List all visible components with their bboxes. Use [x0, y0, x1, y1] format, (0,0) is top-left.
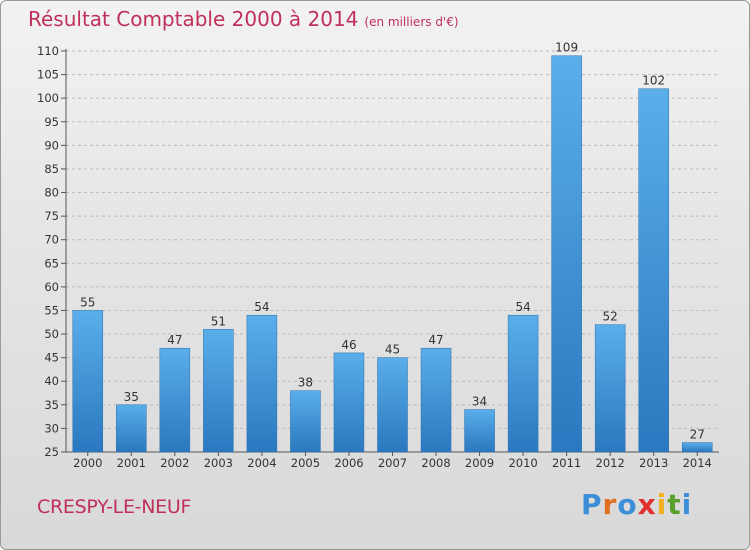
x-tick-label: 2014: [683, 456, 712, 470]
x-tick-label: 2005: [291, 456, 320, 470]
bar: [333, 352, 365, 453]
data-label: 34: [472, 395, 487, 409]
x-tick-label: 2006: [334, 456, 363, 470]
bar: [420, 347, 452, 453]
data-label: 47: [428, 333, 443, 347]
data-label: 102: [642, 74, 665, 88]
y-tick-label: 55: [44, 303, 59, 317]
y-tick-label: 85: [44, 162, 59, 176]
bar: [159, 347, 191, 453]
logo-letter: P: [581, 488, 603, 521]
data-label: 46: [341, 338, 356, 352]
data-label: 45: [385, 343, 400, 357]
chart-unit: (en milliers d'€): [364, 15, 459, 29]
x-tick-label: 2013: [639, 456, 668, 470]
bar: [116, 404, 147, 453]
commune-name: CRESPY-LE-NEUF: [37, 496, 192, 518]
data-label: 35: [124, 390, 139, 404]
data-label: 52: [603, 310, 618, 324]
x-tick-label: 2007: [378, 456, 407, 470]
y-tick-label: 25: [44, 445, 59, 459]
data-label: 27: [690, 428, 705, 442]
bar: [594, 324, 626, 453]
data-label: 54: [515, 300, 530, 314]
y-tick-label: 45: [44, 351, 59, 365]
data-label: 51: [211, 314, 226, 328]
logo-letter: o: [617, 488, 638, 521]
bar: [377, 357, 408, 453]
logo-letter: i: [681, 488, 693, 521]
x-tick-label: 2012: [596, 456, 625, 470]
data-label: 109: [555, 41, 578, 55]
data-label: 54: [254, 300, 269, 314]
x-tick-label: 2009: [465, 456, 494, 470]
data-label: 47: [167, 333, 182, 347]
x-tick-label: 2003: [204, 456, 233, 470]
bar: [638, 88, 669, 453]
y-tick-label: 65: [44, 256, 59, 270]
bar: [551, 55, 582, 453]
bar: [290, 390, 321, 453]
bar: [507, 314, 539, 453]
logo-letter: r: [602, 488, 618, 521]
bar: [681, 442, 713, 453]
y-tick-label: 75: [44, 209, 59, 223]
data-label: 55: [80, 295, 95, 309]
logo-letter: t: [667, 488, 682, 521]
y-tick-label: 30: [44, 421, 59, 435]
bar: [72, 310, 104, 453]
bar: [464, 409, 495, 453]
x-tick-label: 2010: [508, 456, 537, 470]
y-tick-label: 60: [44, 280, 59, 294]
y-tick-label: 105: [37, 68, 59, 82]
data-label: 38: [298, 376, 313, 390]
x-tick-label: 2011: [552, 456, 581, 470]
bar: [246, 314, 278, 453]
x-tick-label: 2008: [421, 456, 450, 470]
y-tick-label: 35: [44, 398, 59, 412]
y-tick-label: 80: [44, 186, 59, 200]
y-tick-label: 70: [44, 233, 59, 247]
logo-letter: i: [656, 488, 668, 521]
proxiti-logo: Proxiti: [581, 488, 692, 521]
x-tick-label: 2000: [73, 456, 102, 470]
chart-title-text: Résultat Comptable 2000 à 2014: [28, 7, 359, 31]
x-tick-label: 2001: [117, 456, 146, 470]
y-tick-label: 50: [44, 327, 59, 341]
y-tick-label: 90: [44, 138, 59, 152]
x-tick-label: 2002: [160, 456, 189, 470]
y-tick-label: 110: [37, 44, 59, 58]
x-tick-label: 2004: [247, 456, 276, 470]
y-tick-label: 100: [37, 91, 59, 105]
chart-title: Résultat Comptable 2000 à 2014 (en millie…: [28, 7, 459, 31]
y-tick-label: 95: [44, 115, 59, 129]
bar: [203, 329, 234, 453]
y-tick-label: 40: [44, 374, 59, 388]
logo-letter: x: [637, 488, 657, 521]
